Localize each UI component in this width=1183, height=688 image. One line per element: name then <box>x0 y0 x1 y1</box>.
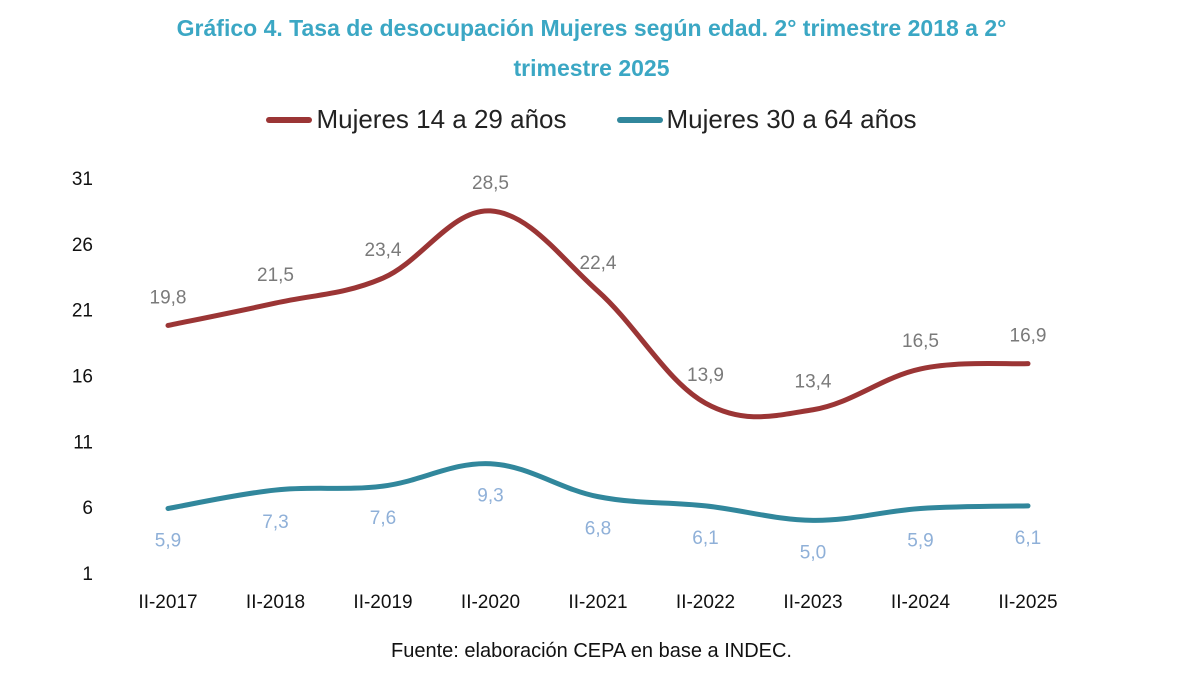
data-label: 22,4 <box>580 253 617 274</box>
legend-swatch-adult <box>616 116 663 123</box>
x-tick-label: II-2019 <box>353 592 412 613</box>
x-tick-label: II-2023 <box>783 592 842 613</box>
x-axis: II-2017 II-2018 II-2019 II-2020 II-2021 II-20… <box>138 592 1057 613</box>
y-tick-label: 16 <box>72 367 93 388</box>
data-label: 28,5 <box>472 173 509 194</box>
data-labels: 19,8 21,5 23,4 28,5 22,4 13,9 13,4 16,5 16,9 5,9 7… <box>150 173 1047 563</box>
data-label: 6,1 <box>1015 528 1041 549</box>
data-label: 9,3 <box>477 486 503 507</box>
data-label: 5,9 <box>155 530 181 551</box>
x-tick-label: II-2017 <box>138 592 197 613</box>
x-tick-label: II-2025 <box>998 592 1057 613</box>
x-tick-label: II-2020 <box>461 592 520 613</box>
data-label: 6,8 <box>585 519 611 540</box>
data-label: 7,6 <box>370 508 396 529</box>
y-tick-label: 11 <box>73 432 93 453</box>
y-tick-label: 21 <box>72 301 93 322</box>
chart-title: Gráfico 4. Tasa de desocupación Mujeres … <box>0 8 1183 88</box>
series-lines <box>165 208 1031 523</box>
data-label: 16,9 <box>1010 326 1047 347</box>
data-label: 16,5 <box>902 331 939 352</box>
legend-item-adult: Mujeres 30 a 64 años <box>616 104 917 135</box>
x-tick-label: II-2018 <box>246 592 305 613</box>
y-tick-label: 1 <box>82 564 93 585</box>
chart-title-line-2: trimestre 2025 <box>513 55 670 81</box>
data-label: 6,1 <box>692 528 718 549</box>
series-line-14-29 <box>165 208 1031 420</box>
data-label: 7,3 <box>262 512 288 533</box>
data-label: 5,9 <box>907 530 933 551</box>
data-label: 21,5 <box>257 265 294 286</box>
legend: Mujeres 14 a 29 años Mujeres 30 a 64 año… <box>0 104 1183 135</box>
data-label: 23,4 <box>365 240 402 261</box>
data-label: 13,4 <box>795 372 832 393</box>
data-label: 13,9 <box>687 365 724 386</box>
x-tick-label: II-2022 <box>676 592 735 613</box>
legend-label-adult: Mujeres 30 a 64 años <box>666 104 917 134</box>
data-label: 5,0 <box>800 542 826 563</box>
legend-swatch-young <box>266 116 313 123</box>
x-tick-label: II-2024 <box>891 592 951 613</box>
data-label: 19,8 <box>150 287 187 308</box>
y-tick-label: 26 <box>72 235 93 256</box>
series-line-30-64 <box>165 461 1031 523</box>
legend-item-young: Mujeres 14 a 29 años <box>266 104 567 135</box>
y-tick-label: 6 <box>82 498 93 519</box>
x-tick-label: II-2021 <box>568 592 627 613</box>
source-note: Fuente: elaboración CEPA en base a INDEC… <box>391 640 792 662</box>
chart-title-line-1: Gráfico 4. Tasa de desocupación Mujeres … <box>176 15 1007 41</box>
y-tick-label: 31 <box>72 169 93 190</box>
legend-label-young: Mujeres 14 a 29 años <box>316 104 567 134</box>
